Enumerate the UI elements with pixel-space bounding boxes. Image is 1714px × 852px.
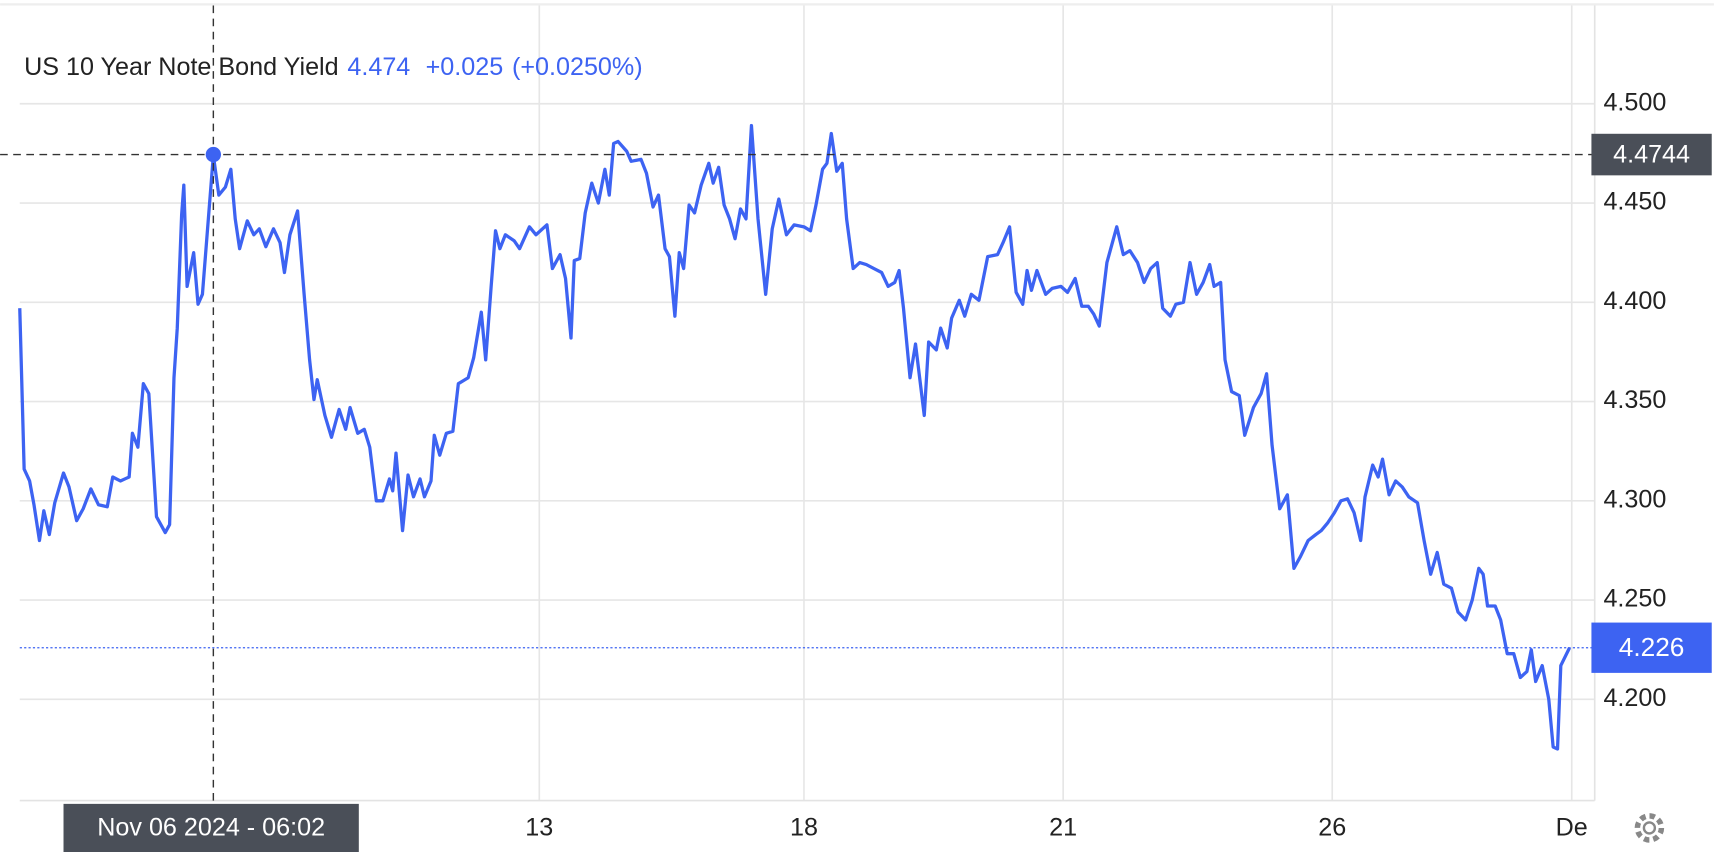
grid <box>19 5 1595 801</box>
header-change-pct: (+0.0250%) <box>512 52 643 80</box>
y-tick-label: 4.300 <box>1603 485 1666 513</box>
last-value-label: 4.226 <box>1619 632 1685 662</box>
settings-icon[interactable] <box>1634 813 1665 843</box>
crosshair-value-tag <box>1591 133 1712 176</box>
x-tick-label: 26 <box>1318 814 1346 842</box>
axes: 4.200 4.250 4.300 4.350 4.400 4.450 4.500 13 18 2… <box>63 88 1712 852</box>
x-tick-label: 18 <box>790 814 818 842</box>
y-tick-label: 4.450 <box>1603 188 1666 216</box>
y-tick-label: 4.250 <box>1603 585 1666 613</box>
header-value: 4.474 <box>347 52 410 80</box>
settings-icon-hub <box>1642 821 1657 835</box>
y-tick-label: 4.500 <box>1603 88 1666 116</box>
x-tick-label: De <box>1556 814 1588 842</box>
plot-area <box>0 5 1595 801</box>
y-tick-label: 4.200 <box>1603 684 1666 712</box>
y-tick-label: 4.350 <box>1603 386 1666 414</box>
crosshair-x-tag <box>63 803 359 852</box>
x-tick-label: 13 <box>525 814 553 842</box>
header: US 10 Year Note Bond Yield 4.474 +0.025 (+0… <box>24 52 643 80</box>
x-tick-label: 21 <box>1049 814 1077 842</box>
crosshair-value-label: 4.4744 <box>1613 140 1690 168</box>
header-title: US 10 Year Note Bond Yield <box>24 52 339 80</box>
header-change: +0.025 <box>426 52 504 80</box>
y-tick-label: 4.400 <box>1603 287 1666 315</box>
series-line <box>18 123 1572 751</box>
crosshair-x-label: Nov 06 2024 - 06:02 <box>97 814 325 842</box>
last-value-tag <box>1591 622 1712 673</box>
settings-icon-teeth <box>1634 813 1665 843</box>
crosshair-point <box>205 146 222 163</box>
